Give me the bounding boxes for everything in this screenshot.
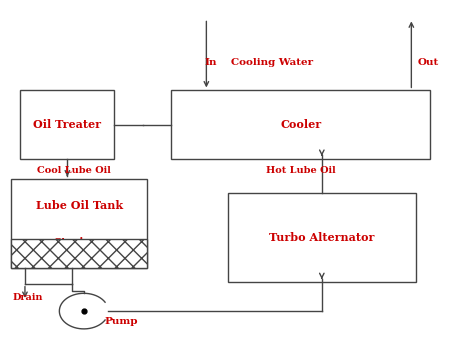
Text: Out: Out (417, 59, 438, 68)
Text: Cool Lube Oil: Cool Lube Oil (37, 166, 111, 175)
Bar (20, 90, 115, 159)
Text: Lube Oil Tank

Strainer: Lube Oil Tank Strainer (36, 200, 123, 247)
Bar (228, 193, 416, 282)
Text: Turbo Alternator: Turbo Alternator (269, 232, 374, 243)
Text: Oil Treater: Oil Treater (33, 119, 101, 130)
Bar (11, 239, 147, 268)
Text: Cooler: Cooler (280, 119, 321, 130)
Bar (11, 179, 147, 268)
Text: Pump: Pump (105, 317, 138, 326)
Bar (171, 90, 430, 159)
Text: Drain: Drain (12, 293, 43, 302)
Text: Cooling Water: Cooling Water (231, 59, 313, 68)
Text: In: In (205, 59, 218, 68)
Circle shape (59, 293, 109, 329)
Text: Hot Lube Oil: Hot Lube Oil (266, 166, 336, 175)
